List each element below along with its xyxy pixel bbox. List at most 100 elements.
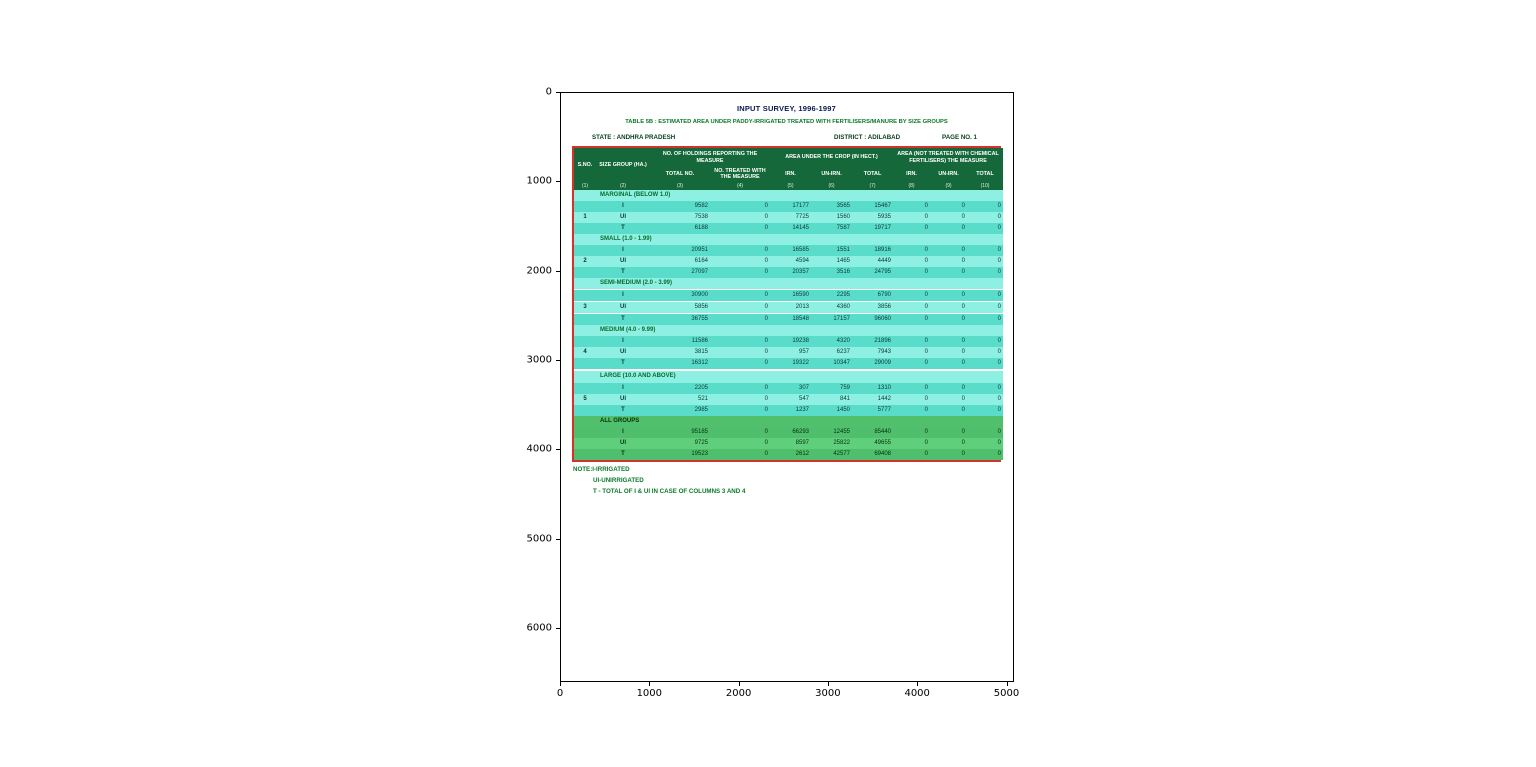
value-cell: 0 (930, 267, 968, 279)
sno-cell (574, 382, 596, 394)
section-label: SEMI-MEDIUM (2.0 - 3.99) (596, 278, 1004, 290)
value-cell: 5856 (650, 301, 710, 314)
value-cell: 0 (930, 212, 968, 224)
header-area2-group: AREA (NOT TREATED WITH CHEMICAL FERTILIS… (893, 148, 1004, 167)
header-total-no: TOTAL NO. (650, 167, 710, 182)
y-tick-label: 2000 (526, 265, 552, 277)
table-row: I 30900 0 16590 2295 6790 0 0 0 (574, 289, 1004, 302)
value-cell: 4320 (811, 336, 853, 348)
section-sno-band (574, 189, 596, 201)
section-sno-band (574, 415, 596, 427)
value-cell: 14145 (770, 223, 812, 235)
value-cell: 0 (893, 256, 931, 268)
value-cell: 0 (967, 404, 1004, 416)
value-cell: 2612 (770, 448, 812, 460)
value-cell: 0 (893, 347, 931, 359)
value-cell: 0 (967, 223, 1004, 235)
value-cell: 0 (967, 256, 1004, 268)
y-tick-mark (556, 92, 560, 93)
note-line: NOTE:I-IRRIGATED (573, 466, 630, 473)
value-cell: 0 (967, 336, 1004, 348)
section-header-row: ALL GROUPS (574, 415, 1004, 427)
sno-cell: 1 (574, 212, 596, 224)
value-cell: 11586 (650, 336, 710, 348)
header-sno: S.NO. (574, 148, 596, 182)
section-sno-band (574, 369, 596, 383)
value-cell: 0 (930, 437, 968, 449)
header-total-2: TOTAL (967, 167, 1004, 182)
sno-cell: 4 (574, 347, 596, 359)
document-meta-line: STATE : ANDHRA PRADESH DISTRICT : ADILAB… (572, 134, 1001, 144)
y-tick-mark (556, 627, 560, 629)
table-row: I 11586 0 19238 4320 21896 0 0 0 (574, 336, 1004, 348)
value-cell: 0 (930, 426, 968, 438)
x-tick-mark (827, 682, 829, 686)
value-cell: 0 (710, 245, 771, 257)
value-cell: 6790 (852, 289, 894, 302)
x-tick-mark (560, 682, 561, 686)
section-header-row: SEMI-MEDIUM (2.0 - 3.99) (574, 278, 1004, 290)
row-label-cell: I (596, 245, 650, 257)
x-tick-mark (917, 682, 919, 686)
y-tick-label: 1000 (526, 175, 552, 187)
row-label-cell: UI (596, 347, 650, 359)
value-cell: 0 (710, 358, 771, 371)
value-cell: 0 (967, 212, 1004, 224)
value-cell: 0 (930, 223, 968, 235)
value-cell: 0 (710, 426, 771, 438)
table-row: T 2985 0 1237 1450 5777 0 0 0 (574, 404, 1004, 416)
table-row: T 6188 0 14145 7587 19717 0 0 0 (574, 223, 1004, 235)
value-cell: 0 (930, 245, 968, 257)
value-cell: 6188 (650, 223, 710, 235)
header-group-row: S.NO. SIZE GROUP (HA.) NO. OF HOLDINGS R… (574, 148, 1004, 182)
value-cell: 0 (930, 201, 968, 213)
y-tick-label: 6000 (526, 622, 552, 634)
value-cell: 19238 (770, 336, 812, 348)
header-unirn: UN-IRN. (811, 167, 853, 182)
value-cell: 18916 (852, 245, 894, 257)
value-cell: 0 (967, 347, 1004, 359)
value-cell: 66293 (770, 426, 812, 438)
col-number: (2) (596, 181, 650, 190)
value-cell: 0 (893, 336, 931, 348)
value-cell: 0 (893, 437, 931, 449)
value-cell: 0 (930, 313, 968, 326)
y-tick-label: 0 (545, 86, 552, 98)
section-sno-band (574, 234, 596, 246)
value-cell: 0 (930, 256, 968, 268)
x-tick-label: 1000 (636, 688, 663, 699)
value-cell: 0 (710, 267, 771, 279)
value-cell: 0 (967, 289, 1004, 302)
value-cell: 0 (710, 404, 771, 416)
value-cell: 42577 (811, 448, 853, 460)
value-cell: 1237 (770, 404, 812, 416)
value-cell: 0 (710, 382, 771, 394)
table-header: S.NO. SIZE GROUP (HA.) NO. OF HOLDINGS R… (574, 148, 1004, 190)
sno-cell (574, 358, 596, 371)
header-unirn-2: UN-IRN. (930, 167, 968, 182)
sno-cell (574, 201, 596, 213)
value-cell: 15467 (852, 201, 894, 213)
table-row: UI 9725 0 8597 25822 49655 0 0 0 (574, 437, 1004, 449)
sno-cell (574, 223, 596, 235)
row-label-cell: I (596, 336, 650, 348)
table-row: I 9582 0 17177 3565 15467 0 0 0 (574, 201, 1004, 213)
row-label-cell: T (596, 448, 650, 460)
col-number: (9) (930, 181, 968, 190)
value-cell: 8597 (770, 437, 812, 449)
header-irn: IRN. (770, 167, 812, 182)
value-cell: 0 (710, 313, 771, 326)
data-table: S.NO. SIZE GROUP (HA.) NO. OF HOLDINGS R… (574, 148, 1004, 460)
value-cell: 85440 (852, 426, 894, 438)
value-cell: 3565 (811, 201, 853, 213)
value-cell: 957 (770, 347, 812, 359)
value-cell: 3856 (852, 301, 894, 314)
value-cell: 521 (650, 393, 710, 405)
row-label-cell: UI (596, 256, 650, 268)
y-tick-mark (556, 181, 560, 183)
note-line: UI-UNIRRIGATED (593, 477, 644, 484)
sno-cell (574, 426, 596, 438)
value-cell: 1450 (811, 404, 853, 416)
value-cell: 0 (930, 448, 968, 460)
header-area-group: AREA UNDER THE CROP (IN HECT.) (770, 148, 894, 167)
